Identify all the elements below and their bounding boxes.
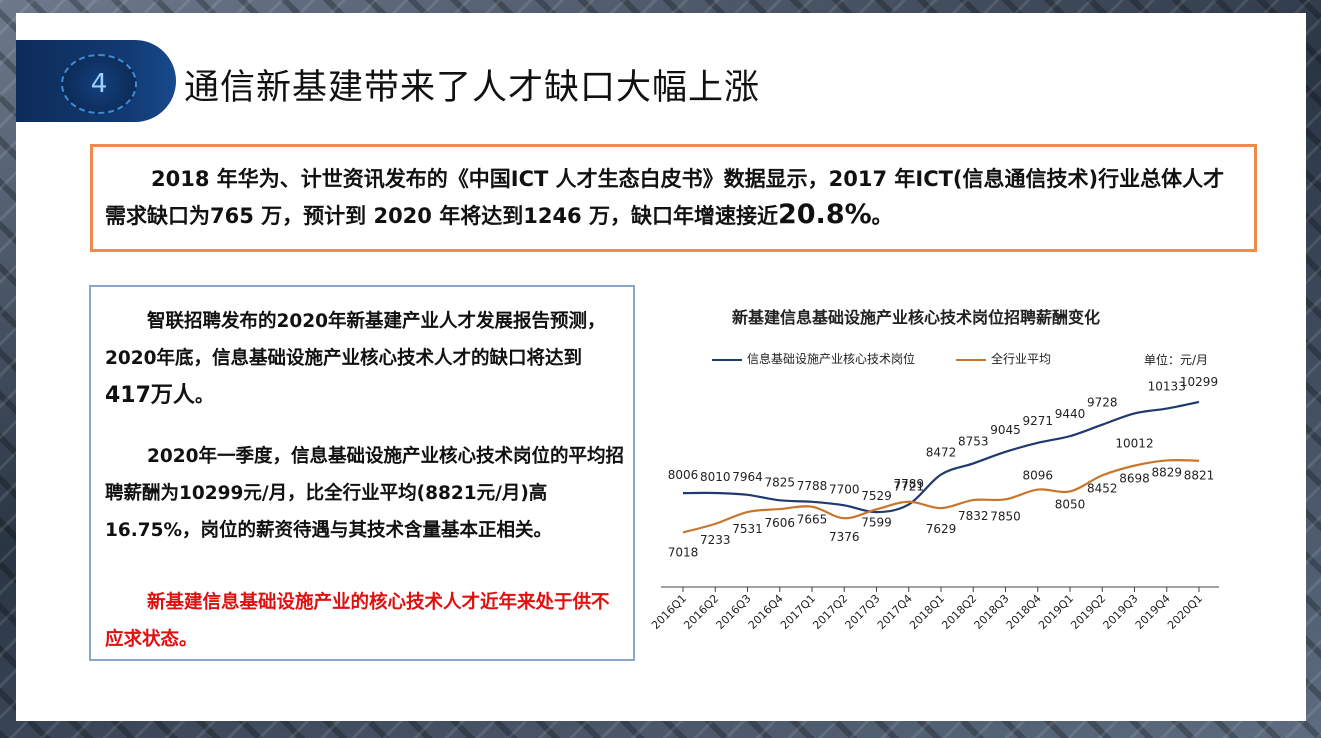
data-label: 8010 bbox=[700, 470, 731, 484]
data-label: 7665 bbox=[797, 513, 828, 527]
data-label: 7832 bbox=[958, 509, 989, 523]
intro-text: 2018 年华为、计世资讯发布的《中国ICT 人才生态白皮书》数据显示，2017… bbox=[105, 161, 1245, 234]
legend-label-core: 信息基础设施产业核心技术岗位 bbox=[747, 352, 916, 366]
slide: 4 通信新基建带来了人才缺口大幅上涨 2018 年华为、计世资讯发布的《中国IC… bbox=[16, 13, 1306, 721]
data-label: 8829 bbox=[1151, 465, 1182, 479]
data-label: 8006 bbox=[668, 468, 699, 482]
data-label: 8821 bbox=[1184, 469, 1215, 483]
data-label: 10133 bbox=[1148, 380, 1186, 394]
legend-swatch-core bbox=[712, 358, 742, 361]
data-label: 8753 bbox=[958, 434, 989, 448]
data-label: 8472 bbox=[926, 446, 957, 460]
intro-body: 2018 年华为、计世资讯发布的《中国ICT 人才生态白皮书》数据显示，2017… bbox=[105, 167, 1225, 228]
data-label: 7529 bbox=[861, 489, 892, 503]
data-label: 7376 bbox=[829, 530, 860, 544]
left-text-panel: 智联招聘发布的2020年新基建产业人才发展报告预测，2020年底，信息基础设施产… bbox=[89, 285, 635, 661]
panel-paragraph-3: 新基建信息基础设施产业的核心技术人才近年来处于供不应求状态。 bbox=[105, 592, 610, 650]
data-label: 10299 bbox=[1180, 375, 1218, 389]
data-label: 8452 bbox=[1087, 481, 1118, 495]
data-label: 7233 bbox=[700, 533, 731, 547]
data-label: 8050 bbox=[1055, 497, 1086, 511]
data-label: 7789 bbox=[893, 477, 924, 491]
panel-p1-highlight: 417万人 bbox=[105, 383, 195, 408]
chart-title: 新基建信息基础设施产业核心技术岗位招聘薪酬变化 bbox=[732, 308, 1101, 327]
data-label: 7825 bbox=[764, 475, 795, 489]
chart-unit: 单位：元/月 bbox=[1144, 353, 1209, 367]
data-label: 10012 bbox=[1115, 436, 1153, 450]
data-label: 7721 bbox=[893, 479, 924, 493]
legend-label-average: 全行业平均 bbox=[991, 352, 1052, 366]
chart-plot: 2016Q12016Q22016Q32016Q42017Q12017Q22017… bbox=[649, 375, 1219, 632]
slide-number-badge: 4 bbox=[61, 54, 137, 114]
data-label: 7629 bbox=[926, 522, 957, 536]
x-tick-label: 2020Q1 bbox=[1165, 592, 1205, 632]
data-label: 7964 bbox=[732, 470, 763, 484]
data-label: 9045 bbox=[990, 423, 1021, 437]
data-label: 7850 bbox=[990, 509, 1021, 523]
page-title: 通信新基建带来了人才缺口大幅上涨 bbox=[184, 68, 761, 108]
intro-box: 2018 年华为、计世资讯发布的《中国ICT 人才生态白皮书》数据显示，2017… bbox=[90, 144, 1257, 252]
legend-item-average: 全行业平均 bbox=[956, 351, 1051, 367]
panel-p1-end: 。 bbox=[194, 386, 214, 407]
panel-p1-body: 智联招聘发布的2020年新基建产业人才发展报告预测，2020年底，信息基础设施产… bbox=[105, 311, 606, 369]
data-label: 8698 bbox=[1119, 472, 1150, 486]
data-label: 8096 bbox=[1022, 469, 1053, 483]
series-line bbox=[682, 459, 1200, 534]
legend-item-core: 信息基础设施产业核心技术岗位 bbox=[712, 351, 915, 367]
data-label: 7531 bbox=[732, 522, 763, 536]
panel-paragraph-1: 智联招聘发布的2020年新基建产业人才发展报告预测，2020年底，信息基础设施产… bbox=[105, 303, 625, 415]
data-label: 7018 bbox=[668, 545, 699, 559]
data-label: 7606 bbox=[764, 516, 795, 530]
data-label: 9728 bbox=[1087, 396, 1118, 410]
intro-end: 。 bbox=[871, 204, 893, 228]
salary-chart: 新基建信息基础设施产业核心技术岗位招聘薪酬变化 信息基础设施产业核心技术岗位 全… bbox=[636, 295, 1246, 665]
intro-highlight: 20.8% bbox=[777, 199, 872, 230]
data-label: 7599 bbox=[861, 515, 892, 529]
legend-swatch-average bbox=[956, 358, 986, 361]
data-label: 7700 bbox=[829, 482, 860, 496]
data-label: 9271 bbox=[1022, 414, 1053, 428]
data-label: 9440 bbox=[1055, 407, 1086, 421]
series-line bbox=[682, 400, 1200, 514]
data-label: 7788 bbox=[797, 479, 828, 493]
panel-paragraph-2: 2020年一季度，信息基础设施产业核心技术岗位的平均招聘薪酬为10299元/月，… bbox=[105, 446, 624, 541]
